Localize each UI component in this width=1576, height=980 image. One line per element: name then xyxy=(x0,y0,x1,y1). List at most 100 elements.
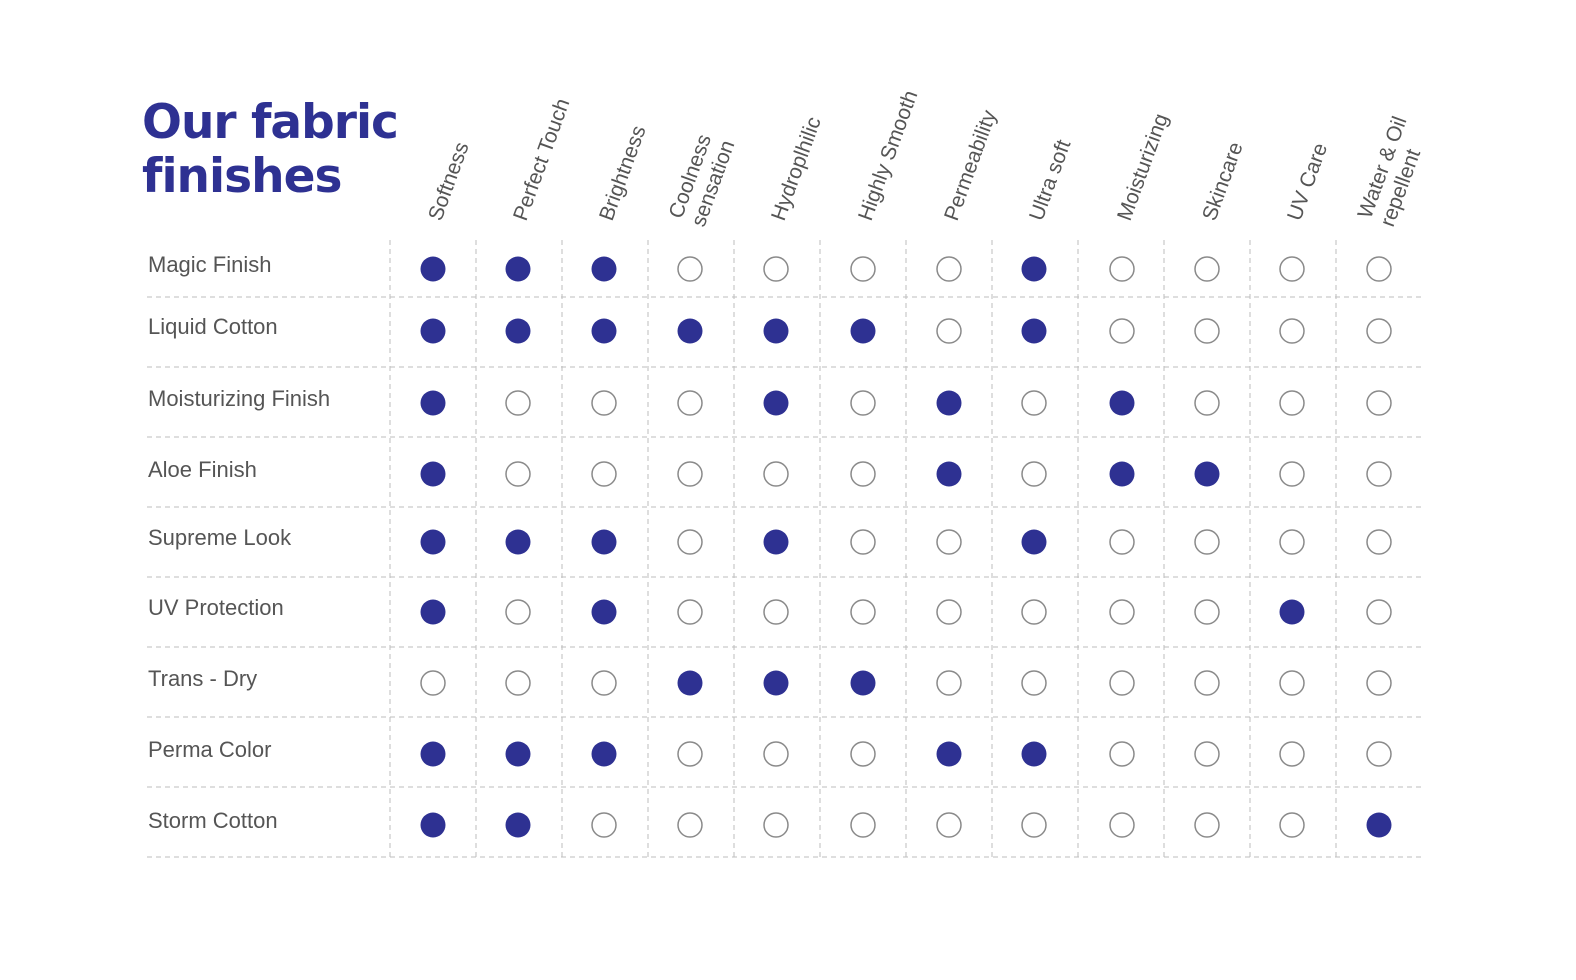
filled-dot-r8-c3 xyxy=(591,741,617,767)
empty-dot-r3-c8 xyxy=(1021,390,1047,416)
filled-dot-r3-c5 xyxy=(763,390,789,416)
column-label-5: Hydroplhilic xyxy=(767,114,826,224)
filled-dot-r7-c5 xyxy=(763,670,789,696)
empty-dot-r1-c9 xyxy=(1109,256,1135,282)
empty-dot-r6-c2 xyxy=(505,599,531,625)
empty-dot-r2-c7 xyxy=(936,318,962,344)
empty-dot-r3-c4 xyxy=(677,390,703,416)
empty-dot-r9-c7 xyxy=(936,812,962,838)
empty-dot-r8-c11 xyxy=(1279,741,1305,767)
empty-dot-r1-c10 xyxy=(1194,256,1220,282)
empty-dot-r9-c6 xyxy=(850,812,876,838)
empty-dot-r3-c6 xyxy=(850,390,876,416)
empty-dot-r8-c5 xyxy=(763,741,789,767)
filled-dot-r8-c1 xyxy=(420,741,446,767)
empty-dot-r5-c7 xyxy=(936,529,962,555)
empty-dot-r5-c6 xyxy=(850,529,876,555)
empty-dot-r7-c11 xyxy=(1279,670,1305,696)
empty-dot-r9-c5 xyxy=(763,812,789,838)
filled-dot-r2-c1 xyxy=(420,318,446,344)
empty-dot-r4-c5 xyxy=(763,461,789,487)
filled-dot-r1-c3 xyxy=(591,256,617,282)
empty-dot-r9-c10 xyxy=(1194,812,1220,838)
empty-dot-r8-c12 xyxy=(1366,741,1392,767)
filled-dot-r9-c12 xyxy=(1366,812,1392,838)
empty-dot-r9-c11 xyxy=(1279,812,1305,838)
filled-dot-r3-c9 xyxy=(1109,390,1135,416)
filled-dot-r2-c4 xyxy=(677,318,703,344)
filled-dot-r4-c7 xyxy=(936,461,962,487)
empty-dot-r4-c11 xyxy=(1279,461,1305,487)
filled-dot-r2-c3 xyxy=(591,318,617,344)
empty-dot-r7-c2 xyxy=(505,670,531,696)
empty-dot-r6-c7 xyxy=(936,599,962,625)
empty-dot-r1-c7 xyxy=(936,256,962,282)
grid-lines xyxy=(147,240,1421,858)
filled-dot-r9-c1 xyxy=(420,812,446,838)
empty-dot-r1-c6 xyxy=(850,256,876,282)
column-label-11: UV Care xyxy=(1283,140,1332,224)
empty-dot-r7-c8 xyxy=(1021,670,1047,696)
filled-dot-r6-c3 xyxy=(591,599,617,625)
empty-dot-r9-c4 xyxy=(677,812,703,838)
column-label-2: Perfect Touch xyxy=(509,96,574,224)
column-label-6: Highly Smooth xyxy=(854,88,922,224)
empty-dot-r6-c9 xyxy=(1109,599,1135,625)
empty-dot-r8-c4 xyxy=(677,741,703,767)
filled-dot-r7-c4 xyxy=(677,670,703,696)
row-label-8: Perma Color xyxy=(148,737,271,762)
empty-dot-r6-c4 xyxy=(677,599,703,625)
empty-dot-r1-c5 xyxy=(763,256,789,282)
row-label-1: Magic Finish xyxy=(148,252,271,277)
empty-dot-r4-c2 xyxy=(505,461,531,487)
empty-dot-r3-c10 xyxy=(1194,390,1220,416)
empty-dot-r5-c12 xyxy=(1366,529,1392,555)
empty-dot-r6-c12 xyxy=(1366,599,1392,625)
filled-dot-r3-c7 xyxy=(936,390,962,416)
empty-dot-r7-c1 xyxy=(420,670,446,696)
filled-dot-r4-c10 xyxy=(1194,461,1220,487)
empty-dot-r7-c9 xyxy=(1109,670,1135,696)
empty-dot-r3-c2 xyxy=(505,390,531,416)
column-label-4: Coolnesssensation xyxy=(665,129,740,230)
empty-dot-r8-c6 xyxy=(850,741,876,767)
empty-dot-r7-c3 xyxy=(591,670,617,696)
empty-dot-r5-c4 xyxy=(677,529,703,555)
column-label-12: Water & Oilrepellent xyxy=(1354,113,1435,229)
empty-dot-r1-c12 xyxy=(1366,256,1392,282)
filled-dot-r3-c1 xyxy=(420,390,446,416)
column-label-10: Skincare xyxy=(1198,139,1248,224)
empty-dot-r9-c9 xyxy=(1109,812,1135,838)
empty-dot-r2-c12 xyxy=(1366,318,1392,344)
empty-dot-r1-c4 xyxy=(677,256,703,282)
filled-dot-r5-c2 xyxy=(505,529,531,555)
empty-dot-r2-c11 xyxy=(1279,318,1305,344)
empty-dot-r6-c5 xyxy=(763,599,789,625)
row-label-2: Liquid Cotton xyxy=(148,314,278,339)
empty-dot-r4-c4 xyxy=(677,461,703,487)
column-label-9: Moisturizing xyxy=(1113,111,1173,224)
empty-dot-r3-c3 xyxy=(591,390,617,416)
column-label-1: Softness xyxy=(424,139,474,224)
row-labels: Magic Finish Liquid Cotton Moisturizing Fi… xyxy=(148,252,330,833)
filled-dot-r9-c2 xyxy=(505,812,531,838)
filled-dot-r2-c8 xyxy=(1021,318,1047,344)
empty-dot-r2-c9 xyxy=(1109,318,1135,344)
row-label-5: Supreme Look xyxy=(148,525,292,550)
title-line-1: Our fabric xyxy=(142,95,399,150)
empty-dot-r6-c6 xyxy=(850,599,876,625)
filled-dot-r2-c5 xyxy=(763,318,789,344)
empty-dot-r3-c12 xyxy=(1366,390,1392,416)
filled-dot-r4-c1 xyxy=(420,461,446,487)
column-label-8: Ultra soft xyxy=(1025,137,1075,224)
filled-dot-r8-c8 xyxy=(1021,741,1047,767)
column-label-3: Brightness xyxy=(595,123,651,224)
column-headers: Softness Perfect Touch Brightness Coolnesss… xyxy=(424,88,1435,230)
filled-dot-r7-c6 xyxy=(850,670,876,696)
filled-dot-r5-c5 xyxy=(763,529,789,555)
empty-dot-r4-c12 xyxy=(1366,461,1392,487)
empty-dot-r7-c12 xyxy=(1366,670,1392,696)
title-line-2: finishes xyxy=(142,149,342,204)
filled-dot-r2-c2 xyxy=(505,318,531,344)
empty-dot-r7-c10 xyxy=(1194,670,1220,696)
